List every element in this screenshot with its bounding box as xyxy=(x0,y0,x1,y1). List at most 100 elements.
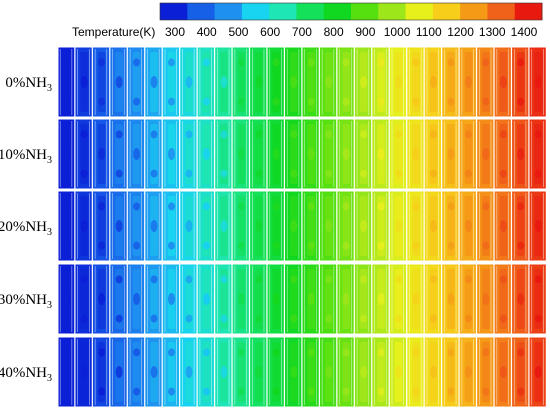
contour-blob xyxy=(202,58,210,67)
contour-blob xyxy=(98,148,106,160)
legend-swatch xyxy=(269,3,297,20)
contour-blob xyxy=(377,387,385,396)
contour-blob xyxy=(325,275,333,284)
contour-blob xyxy=(325,220,333,232)
strip-separator xyxy=(231,47,234,117)
color-bar xyxy=(159,2,543,21)
contour-band xyxy=(429,269,438,329)
strip-separator xyxy=(441,191,443,261)
contour-blob xyxy=(429,220,437,232)
contour-blob xyxy=(80,169,88,178)
legend-swatch xyxy=(432,3,461,20)
contour-blob xyxy=(150,169,158,178)
contour-band xyxy=(80,269,89,329)
contour-band xyxy=(482,342,490,402)
contour-blob xyxy=(133,348,141,357)
contour-blob xyxy=(429,130,437,139)
contour-blob xyxy=(447,202,455,211)
contour-blob xyxy=(325,366,333,378)
contour-blob xyxy=(464,76,472,88)
strip-separator xyxy=(283,191,286,261)
legend-tick-label: 800 xyxy=(324,25,344,39)
contour-band xyxy=(464,124,473,184)
contour-blob xyxy=(534,366,542,378)
strip-separator xyxy=(301,119,304,189)
strip-separator xyxy=(406,264,408,334)
strip-separator xyxy=(336,337,339,407)
contour-blob xyxy=(80,130,88,139)
strip-separator xyxy=(458,47,461,117)
contour-blob xyxy=(80,220,88,232)
contour-panel xyxy=(57,46,548,118)
row-label-subscript: 3 xyxy=(47,300,52,311)
row-label-subscript: 3 xyxy=(47,155,52,166)
contour-blob xyxy=(272,97,280,106)
strip-separator xyxy=(458,191,461,261)
contour-blob xyxy=(464,314,472,323)
strip-separator xyxy=(336,119,339,189)
contour-blob xyxy=(272,348,280,357)
contour-band xyxy=(447,342,455,402)
strip-separator xyxy=(406,191,408,261)
contour-blob xyxy=(482,241,490,250)
contour-blob xyxy=(272,202,280,211)
contour-blob xyxy=(202,293,210,305)
strip-separator xyxy=(406,337,408,407)
contour-band xyxy=(516,342,525,402)
strip-separator xyxy=(353,264,356,334)
contour-blob xyxy=(307,202,315,211)
contour-panels xyxy=(57,46,548,408)
contour-blob xyxy=(115,220,123,232)
contour-band xyxy=(412,342,420,402)
strip-separator xyxy=(475,264,478,334)
contour-band xyxy=(324,269,333,329)
contour-blob xyxy=(377,241,385,250)
row-label: 20%NH3 xyxy=(0,219,52,238)
strip-separator xyxy=(109,47,111,117)
contour-blob xyxy=(98,241,106,250)
strip-separator xyxy=(371,47,373,117)
strip-separator xyxy=(458,337,461,407)
contour-band xyxy=(220,269,228,329)
contour-blob xyxy=(63,241,71,250)
contour-panel xyxy=(57,190,548,262)
contour-blob xyxy=(133,148,141,160)
strip-separator xyxy=(144,191,146,261)
contour-band xyxy=(132,342,141,402)
contour-band xyxy=(115,269,123,329)
strip-separator xyxy=(441,337,443,407)
contour-blob xyxy=(237,202,245,211)
strip-separator xyxy=(109,264,111,334)
contour-band xyxy=(307,342,316,402)
contour-blob xyxy=(447,293,455,305)
contour-blob xyxy=(185,314,193,323)
strip-separator xyxy=(91,47,94,117)
contour-blob xyxy=(447,148,455,160)
strip-separator xyxy=(196,119,199,189)
contour-band xyxy=(464,269,473,329)
panel-border xyxy=(57,190,548,262)
contour-blob xyxy=(237,241,245,250)
strip-separator xyxy=(528,47,531,117)
contour-blob xyxy=(133,293,141,305)
strip-separator xyxy=(91,119,94,189)
strip-separator xyxy=(528,264,531,334)
contour-blob xyxy=(499,314,507,323)
contour-blob xyxy=(202,97,210,106)
strip-separator xyxy=(248,119,251,189)
contour-blob xyxy=(517,387,525,396)
contour-blob xyxy=(395,169,403,178)
contour-blob xyxy=(482,202,490,211)
contour-band xyxy=(394,269,403,329)
contour-blob xyxy=(517,148,525,160)
temperature-legend: Temperature(K) 300 400 500 600 700 800 900 1000… xyxy=(72,2,543,39)
legend-tick-label: 300 xyxy=(165,25,185,39)
contour-blob xyxy=(168,348,176,357)
strip-separator xyxy=(144,337,146,407)
contour-band xyxy=(202,52,211,112)
contour-band xyxy=(342,342,351,402)
strip-separator xyxy=(353,337,356,407)
row-label-subscript: 3 xyxy=(47,227,52,238)
strip-separator xyxy=(161,337,164,407)
